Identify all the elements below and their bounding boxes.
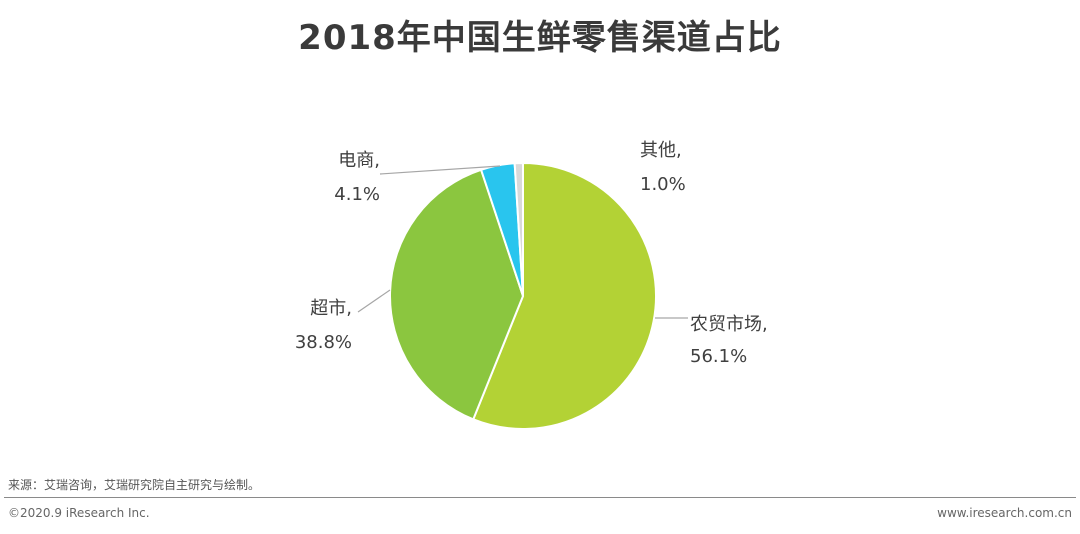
slice-value-2: 38.8% [295,332,352,353]
pie-chart: 农贸市场, 56.1% 超市, 38.8% 电商, 4.1% 其他, 1.0% [295,140,768,430]
copyright-text: ©2020.9 iResearch Inc. [8,506,150,520]
slice-label-4: 其他, [640,140,682,161]
slice-value-3: 4.1% [334,184,380,205]
chart-title: 2018年中国生鲜零售渠道占比 [298,18,782,58]
footer-divider [4,497,1076,498]
slice-value-1: 56.1% [690,346,747,367]
slice-label-3: 电商, [338,150,380,171]
leader-line-2 [357,289,391,313]
leader-line-3 [379,165,501,175]
pie-slice-2 [389,168,525,421]
website-text: www.iresearch.com.cn [937,506,1072,520]
slice-label-1: 农贸市场, [690,314,768,335]
slice-value-4: 1.0% [640,174,686,195]
pie-slice-4 [513,161,524,297]
pie-slice-1 [471,161,657,430]
slice-label-2: 超市, [310,298,352,319]
source-note: 来源：艾瑞咨询，艾瑞研究院自主研究与绘制。 [8,478,261,492]
